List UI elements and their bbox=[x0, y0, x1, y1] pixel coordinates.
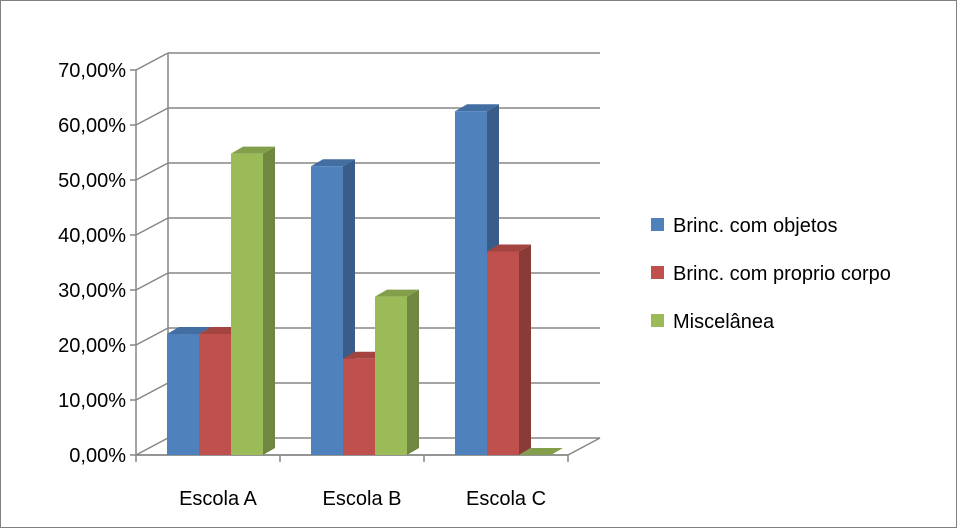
y-tick-label: 20,00% bbox=[58, 335, 126, 357]
x-tick-label: Escola A bbox=[179, 488, 257, 510]
bar-top bbox=[231, 146, 275, 154]
legend-swatch bbox=[651, 314, 664, 327]
gridline-side bbox=[135, 217, 169, 236]
bar bbox=[375, 289, 419, 455]
y-tick-label: 10,00% bbox=[58, 390, 126, 412]
bar-top bbox=[487, 244, 531, 252]
bar-front bbox=[455, 111, 487, 455]
bar-front bbox=[231, 153, 263, 455]
y-tick-label: 40,00% bbox=[58, 225, 126, 247]
legend-swatch bbox=[651, 266, 664, 279]
x-tick-label: Escola C bbox=[466, 488, 546, 510]
bar-side bbox=[407, 289, 419, 455]
gridline-side bbox=[135, 107, 169, 126]
y-tick-label: 30,00% bbox=[58, 280, 126, 302]
gridline-side bbox=[135, 327, 169, 346]
gridline-side bbox=[135, 162, 169, 181]
bars bbox=[167, 104, 563, 455]
y-tick-label: 60,00% bbox=[58, 115, 126, 137]
bar-front bbox=[311, 166, 343, 455]
legend-label: Miscelânea bbox=[673, 311, 775, 333]
gridline-side bbox=[135, 382, 169, 401]
bar-front bbox=[167, 334, 199, 455]
legend-entry: Brinc. com proprio corpo bbox=[651, 263, 891, 285]
bar-top bbox=[375, 289, 419, 297]
x-tick-labels: Escola A Escola B Escola C bbox=[179, 488, 546, 510]
legend-entry: Miscelânea bbox=[651, 311, 775, 333]
legend-label: Brinc. com objetos bbox=[673, 215, 838, 237]
bar-top bbox=[455, 104, 499, 112]
y-tick-label: 0,00% bbox=[69, 445, 126, 467]
bar-front bbox=[199, 334, 231, 455]
legend-entry: Brinc. com objetos bbox=[651, 215, 838, 237]
gridline-side bbox=[135, 52, 169, 71]
legend-swatch bbox=[651, 218, 664, 231]
bar bbox=[487, 244, 531, 455]
bar-top bbox=[311, 159, 355, 167]
bar-front bbox=[375, 296, 407, 455]
bar bbox=[519, 448, 563, 455]
bar-side bbox=[519, 244, 531, 455]
y-tick-label: 50,00% bbox=[58, 170, 126, 192]
bar bbox=[231, 146, 275, 455]
gridline-side bbox=[135, 272, 169, 291]
y-tick-labels: 0,00% 10,00% 20,00% 30,00% 40,00% 50,00% 60,00… bbox=[58, 60, 126, 467]
y-tick-label: 70,00% bbox=[58, 60, 126, 82]
x-tick-label: Escola B bbox=[323, 488, 402, 510]
bar-front bbox=[343, 358, 375, 455]
bar-top bbox=[167, 327, 211, 334]
bar bbox=[311, 159, 355, 455]
legend-label: Brinc. com proprio corpo bbox=[673, 263, 891, 285]
bar-top bbox=[519, 448, 563, 455]
bar-front bbox=[487, 251, 519, 455]
bar-side bbox=[263, 146, 275, 455]
legend: Brinc. com objetos Brinc. com proprio cor… bbox=[651, 215, 891, 333]
